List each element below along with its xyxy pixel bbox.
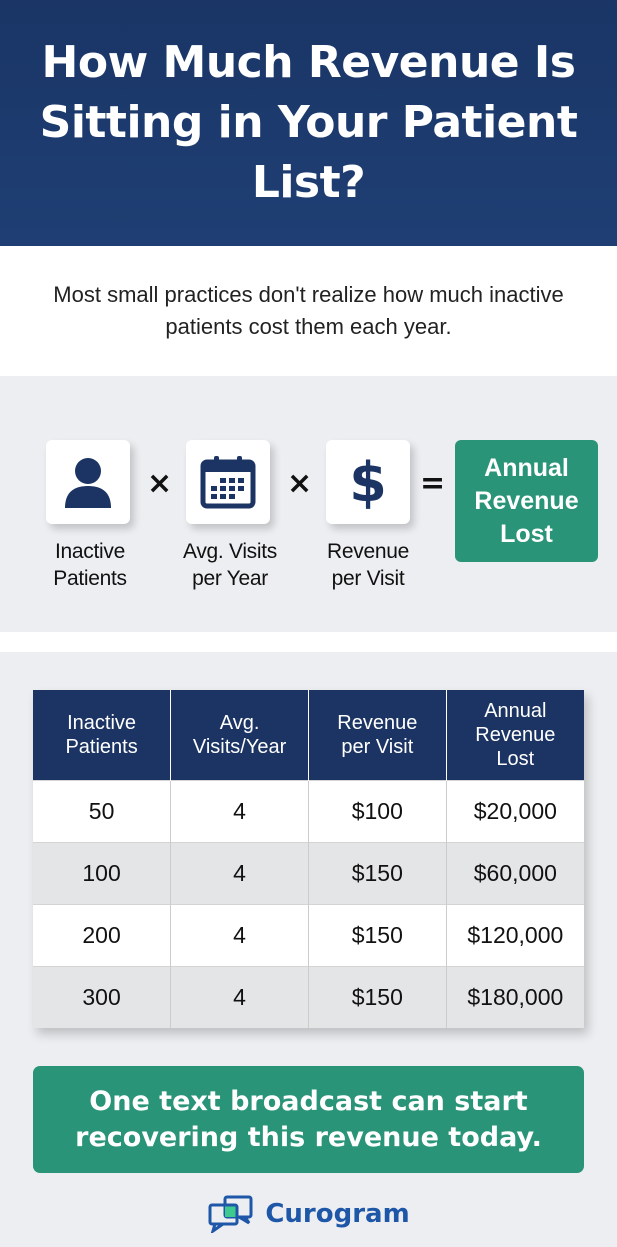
person-icon-box xyxy=(46,440,130,524)
label-line: Revenue xyxy=(327,540,409,563)
formula-label: Avg. Visits per Year xyxy=(170,538,290,592)
cell: $20,000 xyxy=(445,779,584,842)
table-row: 200 4 $150 $120,000 xyxy=(33,903,584,966)
cell: $120,000 xyxy=(445,903,584,966)
cell: 200 xyxy=(33,903,171,966)
divider xyxy=(0,632,617,652)
cell: 4 xyxy=(170,841,309,904)
logo-text: Curogram xyxy=(265,1199,410,1229)
column-header: Annual Revenue Lost xyxy=(445,690,584,780)
result-line: Revenue xyxy=(474,486,579,515)
dollar-icon-box: $ xyxy=(326,440,410,524)
subtitle-section: Most small practices don't realize how m… xyxy=(0,246,617,376)
person-icon xyxy=(65,458,111,508)
column-header: Avg. Visits/Year xyxy=(170,690,309,780)
formula-label: Inactive Patients xyxy=(30,538,150,592)
cell: $100 xyxy=(307,779,447,842)
formula-section: × × $ = Inactive Patients Avg. Visits per … xyxy=(0,376,617,632)
cta-banner: One text broadcast can start recovering t… xyxy=(33,1066,584,1173)
cell: 4 xyxy=(170,903,309,966)
label-line: per Visit xyxy=(331,567,405,590)
calendar-icon xyxy=(200,456,256,509)
label-line: Patients xyxy=(53,567,127,590)
revenue-table: Inactive Patients Avg. Visits/Year Revenue… xyxy=(33,690,584,1028)
header: How Much Revenue Is Sitting in Your Pati… xyxy=(0,0,617,246)
banner-line: One text broadcast can start xyxy=(89,1085,528,1117)
table-row: 300 4 $150 $180,000 xyxy=(33,965,584,1028)
table-row: 100 4 $150 $60,000 xyxy=(33,841,584,904)
banner-line: recovering this revenue today. xyxy=(75,1121,542,1153)
column-header: Inactive Patients xyxy=(33,690,171,780)
table-header-row: Inactive Patients Avg. Visits/Year Revenue… xyxy=(33,690,584,780)
cell: 4 xyxy=(170,779,309,842)
times-operator: × xyxy=(147,466,173,501)
cell: $150 xyxy=(307,965,447,1028)
equals-operator: = xyxy=(420,466,446,501)
result-line: Lost xyxy=(500,519,553,548)
times-operator: × xyxy=(287,466,313,501)
cell: $150 xyxy=(307,841,447,904)
result-line: Annual xyxy=(484,453,569,482)
cell: 4 xyxy=(170,965,309,1028)
formula-label: Revenue per Visit xyxy=(308,538,428,592)
label-line: Avg. Visits xyxy=(183,540,277,563)
cell: 50 xyxy=(33,779,171,842)
cell: 100 xyxy=(33,841,171,904)
page-title: How Much Revenue Is Sitting in Your Pati… xyxy=(39,37,578,208)
calendar-icon-box xyxy=(186,440,270,524)
dollar-icon: $ xyxy=(349,450,387,514)
cell: 300 xyxy=(33,965,171,1028)
table-row: 50 4 $100 $20,000 xyxy=(33,779,584,842)
chat-bubbles-icon xyxy=(208,1195,253,1233)
column-header: Revenue per Visit xyxy=(307,690,447,780)
annual-revenue-lost-box: Annual Revenue Lost xyxy=(455,440,598,562)
label-line: Inactive xyxy=(55,540,125,563)
label-line: per Year xyxy=(192,567,268,590)
cell: $180,000 xyxy=(445,965,584,1028)
cell: $150 xyxy=(307,903,447,966)
cell: $60,000 xyxy=(445,841,584,904)
subtitle: Most small practices don't realize how m… xyxy=(53,282,564,339)
curogram-logo: Curogram xyxy=(0,1195,617,1233)
